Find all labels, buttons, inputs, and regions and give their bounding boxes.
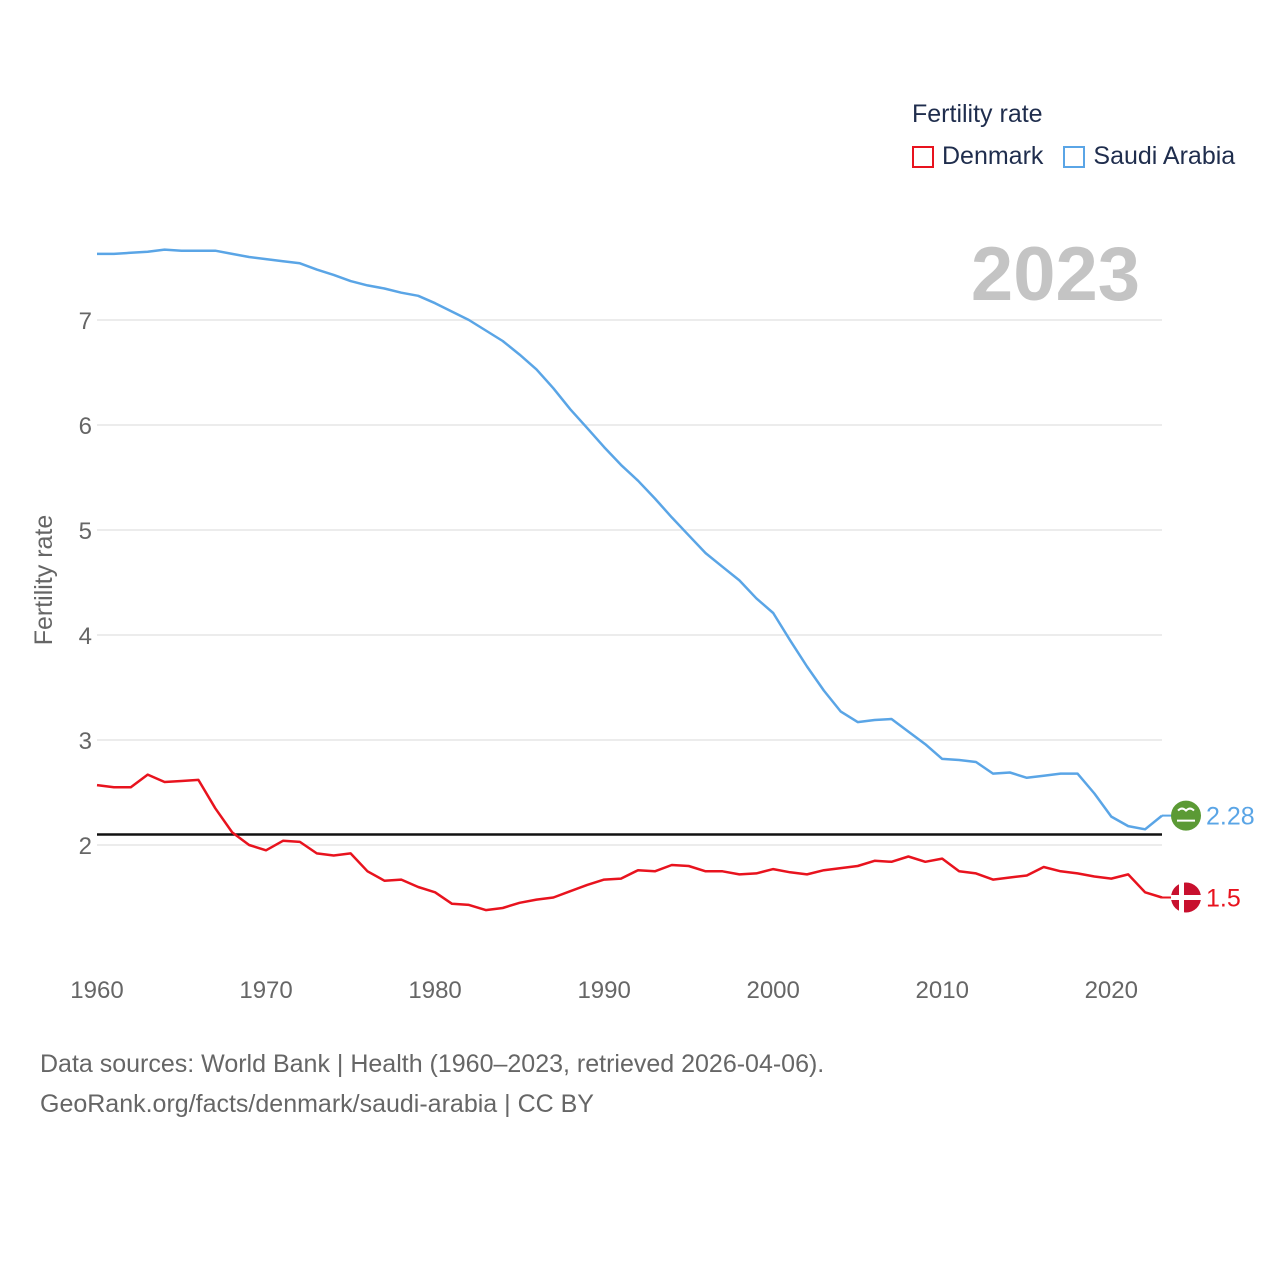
legend-title: Fertility rate xyxy=(912,100,1043,128)
end-value-label-saudi-arabia: 2.28 xyxy=(1206,803,1255,831)
x-tick-label: 1970 xyxy=(239,977,292,1004)
flag-script xyxy=(1177,807,1195,813)
source-url-text[interactable]: GeoRank.org/facts/denmark/saudi-arabia |… xyxy=(40,1090,594,1118)
end-value-label-denmark: 1.5 xyxy=(1206,885,1241,913)
x-tick-label: 2010 xyxy=(916,977,969,1004)
legend-item-denmark[interactable]: Denmark xyxy=(912,142,1043,171)
x-tick-label: 1980 xyxy=(408,977,461,1004)
y-tick-label: 7 xyxy=(79,308,92,335)
legend-item-saudi-arabia[interactable]: Saudi Arabia xyxy=(1063,142,1235,171)
legend-swatch-saudi-arabia xyxy=(1063,145,1086,168)
y-axis-label: Fertility rate xyxy=(30,515,58,646)
y-tick-label: 5 xyxy=(79,518,92,545)
legend-swatch-denmark xyxy=(912,145,934,168)
year-watermark: 2023 xyxy=(971,232,1140,317)
y-tick-label: 2 xyxy=(79,833,92,860)
legend-label-saudi-arabia: Saudi Arabia xyxy=(1093,142,1236,170)
y-tick-label: 6 xyxy=(79,413,92,440)
legend-label-denmark: Denmark xyxy=(942,142,1044,170)
x-tick-label: 2000 xyxy=(746,977,799,1004)
denmark-flag-icon xyxy=(1171,882,1201,913)
saudi-arabia-flag-icon xyxy=(1171,800,1201,831)
flag-cross-horizontal xyxy=(1171,895,1201,900)
x-tick-label: 2020 xyxy=(1085,977,1138,1004)
data-sources-text: Data sources: World Bank | Health (1960–… xyxy=(40,1050,825,1078)
legend: Denmark Saudi Arabia xyxy=(912,142,1255,171)
series-line-saudi-arabia[interactable] xyxy=(97,248,1163,831)
footer: Data sources: World Bank | Health (1960–… xyxy=(40,1044,824,1124)
flag-disc xyxy=(1171,800,1201,831)
y-tick-label: 4 xyxy=(79,623,92,650)
x-tick-label: 1960 xyxy=(70,977,123,1004)
y-tick-label: 3 xyxy=(79,728,92,755)
series-line-denmark[interactable] xyxy=(96,773,1163,912)
x-tick-label: 1990 xyxy=(577,977,630,1004)
